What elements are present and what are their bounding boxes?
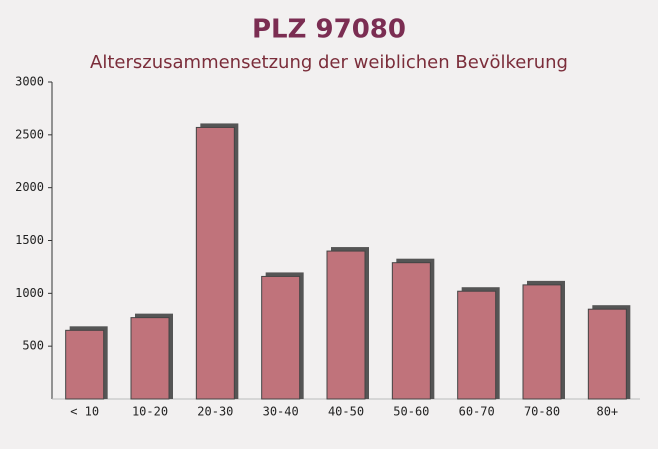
bar bbox=[457, 290, 497, 400]
chart-title: PLZ 97080 bbox=[252, 15, 406, 45]
bar bbox=[195, 126, 235, 400]
y-tick-label: 1500 bbox=[15, 233, 44, 247]
y-tick-label: 2500 bbox=[15, 127, 44, 141]
bar bbox=[587, 308, 627, 400]
bar bbox=[261, 275, 301, 400]
x-tick-label: 70-80 bbox=[524, 405, 560, 419]
x-tick-label: < 10 bbox=[70, 405, 99, 419]
x-tick-label: 60-70 bbox=[459, 405, 495, 419]
x-tick-label: 40-50 bbox=[328, 405, 364, 419]
bar bbox=[522, 284, 562, 400]
x-tick-label: 20-30 bbox=[197, 405, 233, 419]
x-tick-label: 10-20 bbox=[132, 405, 168, 419]
y-tick-label: 2000 bbox=[15, 180, 44, 194]
chart-subtitle: Alterszusammensetzung der weiblichen Bev… bbox=[90, 52, 568, 73]
y-tick-label: 3000 bbox=[15, 75, 44, 89]
bar bbox=[65, 329, 105, 400]
bar bbox=[130, 317, 170, 400]
bar bbox=[391, 262, 431, 400]
x-tick-label: 30-40 bbox=[263, 405, 299, 419]
x-tick-label: 50-60 bbox=[393, 405, 429, 419]
y-tick-label: 500 bbox=[22, 339, 44, 353]
y-tick-label: 1000 bbox=[15, 286, 44, 300]
bar bbox=[326, 250, 366, 400]
x-tick-label: 80+ bbox=[596, 405, 618, 419]
